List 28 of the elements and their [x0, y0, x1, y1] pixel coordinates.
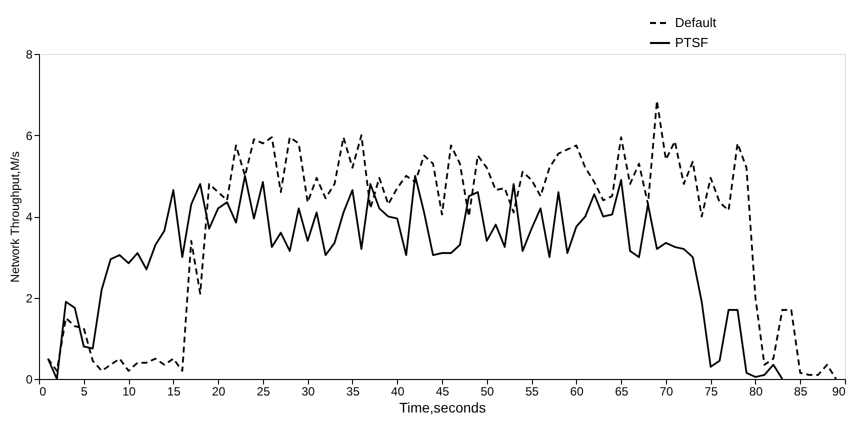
y-tick-label: 0: [26, 372, 33, 386]
x-tick-label: 65: [614, 384, 629, 398]
y-tick-label: 6: [26, 128, 33, 143]
x-tick-label: 55: [525, 384, 540, 398]
x-tick-label: 85: [794, 384, 808, 398]
x-tick-label: 30: [301, 384, 316, 398]
x-tick-label: 20: [212, 384, 226, 398]
x-tick-label: 70: [660, 384, 674, 398]
x-tick-label: 80: [749, 384, 763, 398]
x-tick-label: 75: [704, 384, 718, 398]
x-tick-label: 40: [391, 384, 405, 398]
x-tick-label: 45: [436, 384, 450, 398]
x-tick-label: 15: [167, 384, 181, 398]
y-axis-title: Network Throughput,M/s: [8, 151, 22, 283]
x-tick-label: 90: [832, 384, 846, 398]
y-tick-label: 8: [26, 48, 33, 62]
x-tick-label: 60: [570, 384, 584, 398]
legend-label: Default: [675, 15, 717, 30]
y-tick-label: 2: [26, 291, 33, 306]
x-tick-label: 50: [480, 384, 494, 398]
x-tick-label: 35: [346, 384, 360, 398]
legend-label: PTSF: [675, 35, 708, 50]
x-tick-label: 10: [122, 384, 136, 398]
x-tick-label: 25: [256, 384, 270, 398]
y-tick-label: 4: [26, 210, 33, 224]
x-tick-label: 5: [80, 384, 88, 398]
x-tick-label: 0: [40, 384, 46, 398]
x-axis-title: Time,seconds: [399, 400, 486, 416]
